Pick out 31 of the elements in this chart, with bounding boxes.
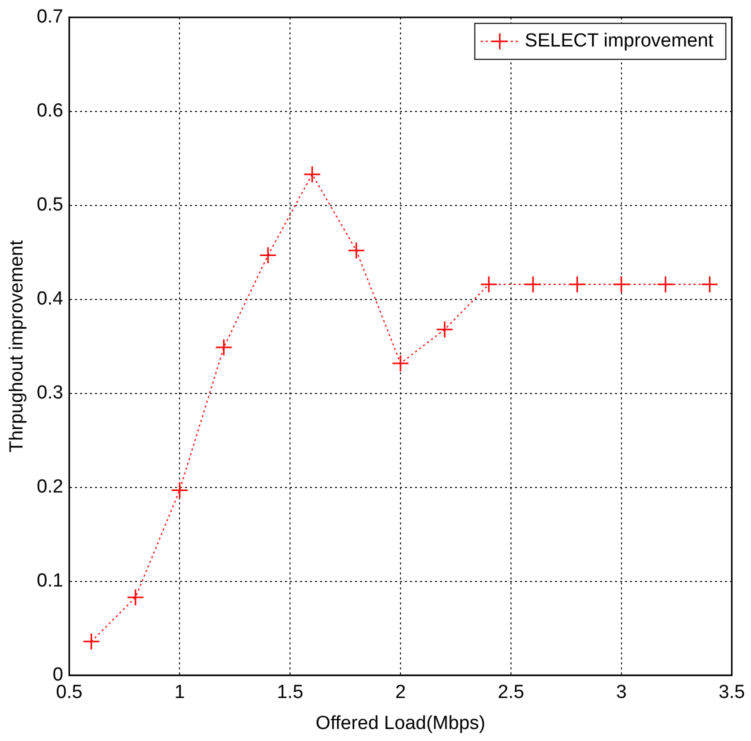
x-tick-label: 3.5 (718, 682, 746, 704)
y-tick-label: 0.3 (36, 382, 64, 404)
point (656, 276, 674, 294)
point (82, 632, 100, 650)
legend-label: SELECT improvement (524, 30, 714, 52)
y-tick-label: 0.2 (36, 476, 64, 498)
y-tick-label: 0.6 (36, 100, 64, 122)
point (259, 246, 277, 264)
x-tick-label: 3 (616, 682, 627, 704)
point (303, 166, 321, 184)
y-tick-label: 0.7 (36, 6, 64, 28)
point (568, 276, 586, 294)
y-axis-title: Thrpughout improvement (6, 240, 28, 453)
point (436, 320, 454, 338)
y-tick-label: 0.5 (36, 194, 64, 216)
point (170, 481, 188, 499)
point (480, 276, 498, 294)
point (215, 338, 233, 356)
y-tick-label: 0.4 (36, 288, 64, 310)
x-tick-label: 1 (174, 682, 185, 704)
y-tick-label: 0.1 (36, 570, 64, 592)
x-tick-label: 1.5 (276, 682, 304, 704)
point (126, 588, 144, 606)
x-tick-label: 2 (395, 682, 406, 704)
point (392, 354, 410, 372)
point (700, 276, 718, 294)
x-axis-title: Offered Load(Mbps) (316, 712, 486, 734)
point (524, 276, 542, 294)
point (348, 242, 366, 260)
x-tick-label: 2.5 (498, 682, 524, 704)
point (612, 276, 630, 294)
